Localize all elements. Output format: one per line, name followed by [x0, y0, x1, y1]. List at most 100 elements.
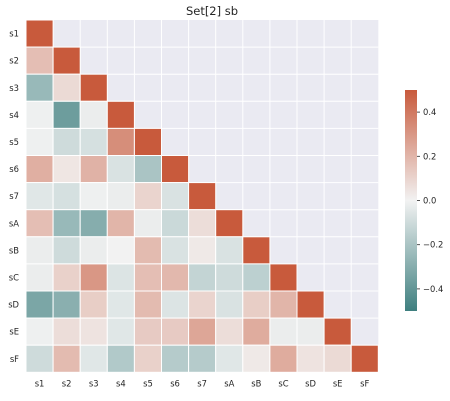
heatmap-cell-sF-s5	[134, 345, 161, 372]
heatmap-cell-sD-s5	[134, 291, 161, 318]
colorbar	[405, 90, 417, 311]
heatmap-cell-sA-s1	[26, 210, 53, 237]
heatmap-cell-sB-s5	[134, 237, 161, 264]
heatmap-cell-sB-s7	[189, 237, 216, 264]
colorbar-tick-label: 0.4	[423, 107, 436, 117]
y-tick-label: s5	[9, 137, 19, 147]
y-tick-label: sA	[9, 218, 19, 228]
x-tick-label: s2	[62, 378, 72, 388]
y-tick-label: sF	[10, 354, 19, 364]
heatmap-cell-s7-s2	[53, 183, 80, 210]
y-tick-label: s1	[9, 29, 19, 39]
heatmap-cell-s3-s2	[53, 74, 80, 101]
heatmap-cell-sC-sA	[216, 264, 243, 291]
heatmap-cell-s2-s2	[53, 47, 80, 74]
heatmap-cell-sF-s7	[189, 345, 216, 372]
y-tick-label: sD	[8, 300, 19, 310]
heatmap-cell-sF-sA	[216, 345, 243, 372]
colorbar-tick-label: 0.0	[423, 196, 436, 206]
heatmap-cell-s6-s3	[80, 156, 107, 183]
heatmap-cell-sA-s5	[134, 210, 161, 237]
heatmap-cell-sD-sD	[297, 291, 324, 318]
heatmap-cell-sB-s6	[162, 237, 189, 264]
x-tick-label: s1	[35, 378, 45, 388]
heatmap-cell-sE-sB	[243, 318, 270, 345]
heatmap-cell-s3-s1	[26, 74, 53, 101]
heatmap-cell-s6-s4	[107, 156, 134, 183]
heatmap-cell-sE-s5	[134, 318, 161, 345]
x-tick-label: sD	[305, 378, 316, 388]
heatmap-cell-sC-sB	[243, 264, 270, 291]
heatmap-cell-s5-s1	[26, 128, 53, 155]
heatmap-cell-sD-s2	[53, 291, 80, 318]
heatmap-cell-s4-s4	[107, 101, 134, 128]
y-tick-label: sB	[9, 245, 19, 255]
heatmap-cell-s7-s1	[26, 183, 53, 210]
x-tick-label: s4	[116, 378, 126, 388]
heatmap-cell-sA-s4	[107, 210, 134, 237]
heatmap-cell-sF-s3	[80, 345, 107, 372]
heatmap-cell-s7-s7	[189, 183, 216, 210]
heatmap-cell-sF-sD	[297, 345, 324, 372]
heatmap-cell-sC-s1	[26, 264, 53, 291]
heatmap-cell-sE-sC	[270, 318, 297, 345]
heatmap-cell-sD-s3	[80, 291, 107, 318]
heatmap-cell-sF-sE	[324, 345, 351, 372]
heatmap-cell-sB-s2	[53, 237, 80, 264]
heatmap-cell-sE-s3	[80, 318, 107, 345]
heatmap-cell-sC-sC	[270, 264, 297, 291]
heatmap-cell-sB-s3	[80, 237, 107, 264]
heatmap-cell-sA-s2	[53, 210, 80, 237]
heatmap-cell-sD-s4	[107, 291, 134, 318]
heatmap-cell-sA-sA	[216, 210, 243, 237]
x-tick-label: s3	[89, 378, 99, 388]
colorbar-tick-label: 0.2	[423, 151, 436, 161]
heatmap-cell-sA-s6	[162, 210, 189, 237]
x-tick-label: sF	[360, 378, 369, 388]
heatmap-cell-s5-s2	[53, 128, 80, 155]
heatmap-cell-sD-s1	[26, 291, 53, 318]
x-tick-label: sA	[224, 378, 234, 388]
heatmap-cell-sF-s2	[53, 345, 80, 372]
heatmap-cell-sE-s6	[162, 318, 189, 345]
y-tick-label: s7	[9, 191, 19, 201]
heatmap-cell-sC-s6	[162, 264, 189, 291]
y-tick-label: s6	[9, 164, 19, 174]
heatmap-cell-sF-s1	[26, 345, 53, 372]
heatmap-cell-s4-s1	[26, 101, 53, 128]
heatmap-cell-sD-sC	[270, 291, 297, 318]
heatmap-cell-sE-sD	[297, 318, 324, 345]
x-tick-label: sC	[278, 378, 288, 388]
heatmap-cell-sC-s5	[134, 264, 161, 291]
x-tick-label: s6	[170, 378, 180, 388]
heatmap-cell-sB-sB	[243, 237, 270, 264]
x-tick-label: s5	[143, 378, 153, 388]
x-tick-label: sB	[251, 378, 261, 388]
heatmap-cell-sC-s4	[107, 264, 134, 291]
heatmap-cell-sF-s4	[107, 345, 134, 372]
heatmap-cell-sC-s3	[80, 264, 107, 291]
heatmap-cell-sF-sC	[270, 345, 297, 372]
heatmap-cell-s1-s1	[26, 20, 53, 47]
heatmap-cell-sF-s6	[162, 345, 189, 372]
heatmap-cell-sF-sB	[243, 345, 270, 372]
heatmap-cell-s5-s3	[80, 128, 107, 155]
heatmap-cell-s6-s6	[162, 156, 189, 183]
heatmap-cell-s2-s1	[26, 47, 53, 74]
heatmap-cell-sB-s1	[26, 237, 53, 264]
heatmap-cell-s3-s3	[80, 74, 107, 101]
y-tick-label: sC	[9, 272, 19, 282]
heatmap-cell-sC-s2	[53, 264, 80, 291]
heatmap-cell-sE-s7	[189, 318, 216, 345]
heatmap-cell-s6-s1	[26, 156, 53, 183]
heatmap-cell-s6-s2	[53, 156, 80, 183]
heatmap-cell-sA-s7	[189, 210, 216, 237]
heatmap-cell-sE-s1	[26, 318, 53, 345]
x-tick-label: sE	[333, 378, 343, 388]
heatmap-cell-s7-s5	[134, 183, 161, 210]
chart-title: Set[2] sb	[186, 4, 238, 18]
heatmap-cell-sA-s3	[80, 210, 107, 237]
heatmap-cell-sD-s7	[189, 291, 216, 318]
heatmap-cell-s7-s4	[107, 183, 134, 210]
